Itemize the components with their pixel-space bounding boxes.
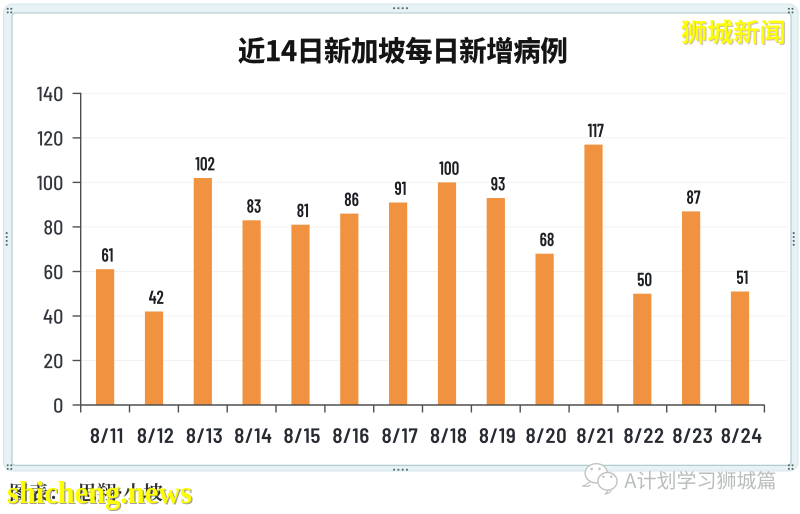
svg-text:shicheng.news: shicheng.news (8, 475, 193, 511)
svg-text:shicheng.news: shicheng.news (7, 474, 192, 510)
